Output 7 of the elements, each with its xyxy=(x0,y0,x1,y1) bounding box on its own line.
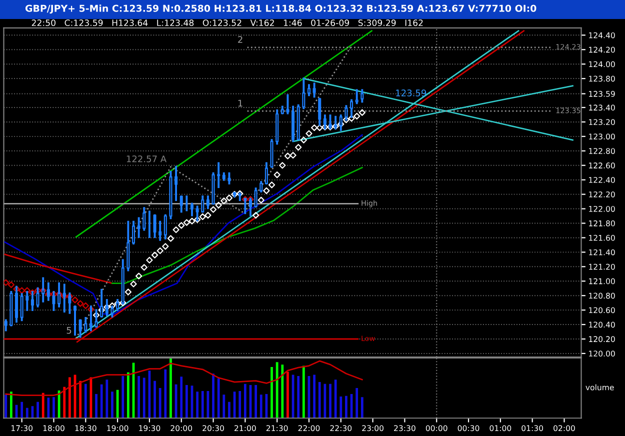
annotation: 123.59 xyxy=(396,90,426,96)
annotation: 1 xyxy=(238,100,242,106)
chart-title: GBP/JPY+ 5-Min C:123.59 N:0.2580 H:123.81 L:118.84 O:123.32 B:123.59 A:123.67 V:77710 OI:0 xyxy=(25,4,536,14)
annotation: 122.57 A xyxy=(126,155,166,162)
annotation: 5 xyxy=(66,327,72,334)
annotation: 2 xyxy=(238,36,242,43)
chart-subtitle: 22:50 C:123.59 H123.64 L:123.48 O:123.52 V:162 1:46 01-26-09 S:309.29 I162 xyxy=(32,20,423,26)
